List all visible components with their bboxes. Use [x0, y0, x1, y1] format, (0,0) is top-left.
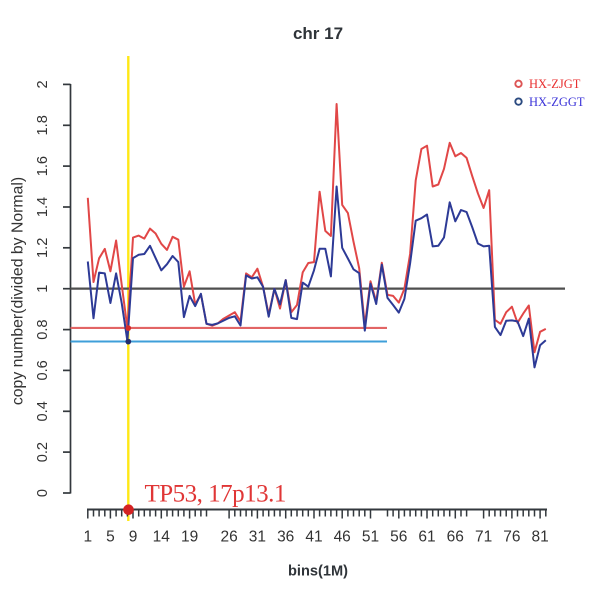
svg-text:0.2: 0.2	[35, 442, 51, 462]
svg-text:0.6: 0.6	[35, 360, 51, 380]
svg-text:46: 46	[334, 529, 351, 546]
svg-text:76: 76	[503, 529, 520, 546]
svg-text:2: 2	[35, 80, 51, 88]
svg-text:HX-ZGGT: HX-ZGGT	[529, 95, 585, 109]
svg-text:1.4: 1.4	[35, 197, 51, 217]
svg-text:56: 56	[390, 529, 407, 546]
svg-text:31: 31	[249, 529, 266, 546]
svg-text:81: 81	[531, 529, 548, 546]
svg-text:bins(1M): bins(1M)	[288, 564, 348, 580]
svg-text:5: 5	[106, 529, 115, 546]
svg-text:1.2: 1.2	[35, 238, 51, 258]
svg-text:71: 71	[475, 529, 492, 546]
svg-text:51: 51	[362, 529, 379, 546]
svg-text:1: 1	[83, 529, 92, 546]
svg-text:9: 9	[129, 529, 138, 546]
svg-text:19: 19	[181, 529, 198, 546]
svg-text:0: 0	[35, 489, 51, 497]
svg-text:1.8: 1.8	[35, 115, 51, 135]
svg-text:0.4: 0.4	[35, 401, 51, 421]
svg-text:copy number(divided by Normal): copy number(divided by Normal)	[9, 177, 26, 405]
svg-text:HX-ZJGT: HX-ZJGT	[529, 77, 581, 91]
svg-text:66: 66	[447, 529, 464, 546]
svg-text:1: 1	[35, 285, 51, 293]
svg-text:1.6: 1.6	[35, 156, 51, 176]
svg-text:61: 61	[418, 529, 435, 546]
svg-text:14: 14	[153, 529, 171, 546]
svg-text:41: 41	[305, 529, 322, 546]
svg-text:26: 26	[220, 529, 237, 546]
svg-text:36: 36	[277, 529, 294, 546]
svg-text:chr 17: chr 17	[293, 24, 343, 43]
svg-text:0.8: 0.8	[35, 319, 51, 339]
svg-text:TP53, 17p13.1: TP53, 17p13.1	[145, 481, 286, 508]
